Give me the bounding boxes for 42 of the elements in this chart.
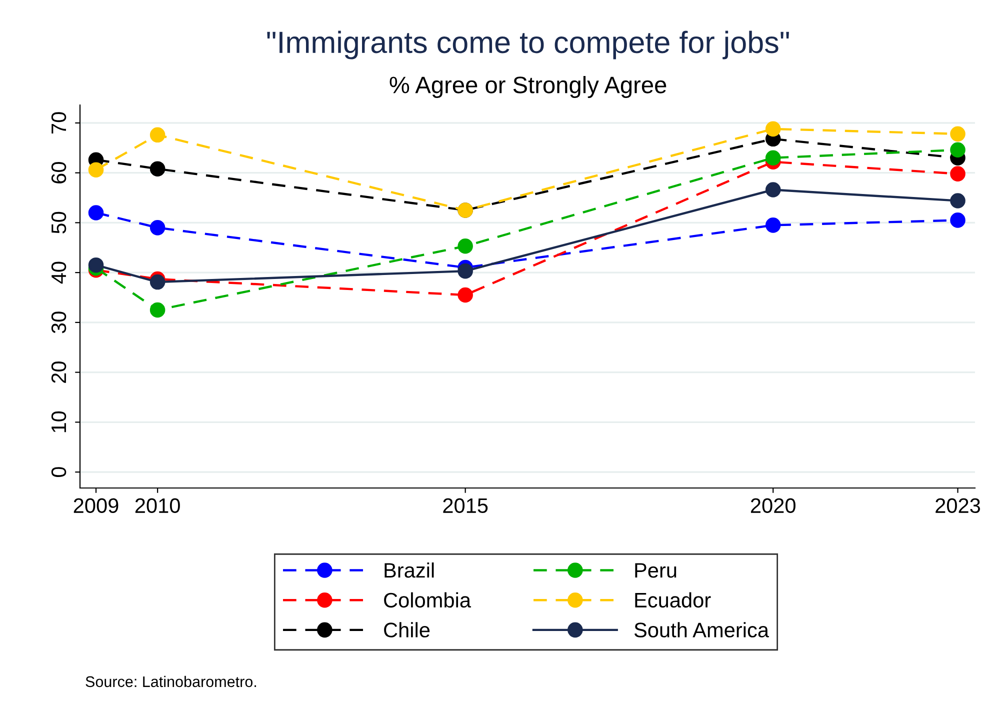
x-tick-label: 2010	[135, 498, 180, 514]
point	[950, 142, 966, 158]
chart-subtitle: % Agree or Strongly Agree	[390, 76, 666, 98]
legend-label: Chile	[384, 622, 430, 638]
source-note: Source: Latinobarometro.	[86, 676, 256, 688]
point	[150, 161, 166, 176]
point	[765, 182, 781, 198]
x-tick-label: 2015	[443, 498, 488, 514]
y-tick-label: 10	[51, 411, 66, 432]
chart-title: "Immigrants come to compete for jobs"	[267, 30, 789, 60]
y-tick-label: 70	[51, 112, 66, 134]
point	[458, 238, 473, 254]
legend-label: South America	[634, 622, 769, 638]
x-tick-label: 2023	[936, 498, 980, 514]
point	[950, 126, 966, 142]
point	[150, 274, 166, 290]
point	[88, 205, 104, 220]
point	[765, 150, 781, 166]
y-tick-label: 50	[51, 212, 66, 234]
y-tick-label: 30	[51, 312, 66, 334]
y-tick-label: 60	[51, 162, 66, 184]
point	[458, 287, 473, 303]
y-tick-label: 40	[51, 262, 66, 284]
point	[458, 263, 473, 279]
y-tick-label: 20	[51, 362, 66, 383]
point	[150, 302, 166, 318]
point	[765, 121, 781, 137]
point	[950, 193, 966, 208]
legend-label: Colombia	[384, 592, 472, 608]
y-tick-label: 0	[51, 467, 66, 478]
point	[765, 218, 781, 233]
legend-label: Peru	[635, 563, 676, 578]
point	[950, 212, 966, 228]
legend-label: Ecuador	[635, 592, 711, 608]
legend-label: Brazil	[384, 562, 434, 578]
point	[88, 257, 104, 273]
x-tick-label: 2020	[750, 498, 796, 514]
x-tick-label: 2009	[74, 498, 118, 514]
point	[88, 162, 104, 178]
point	[950, 166, 966, 182]
point	[150, 127, 166, 143]
point	[150, 220, 166, 236]
